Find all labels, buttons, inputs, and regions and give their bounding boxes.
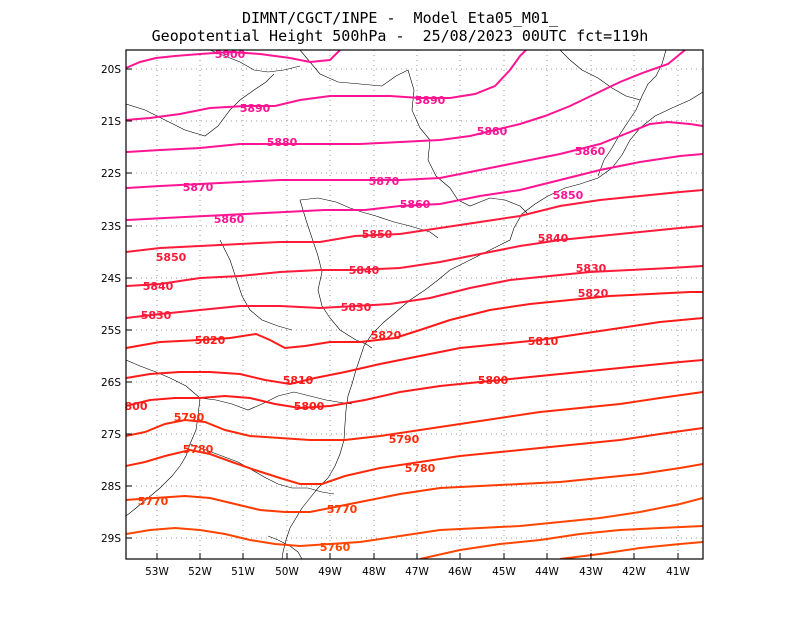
contour-5740 bbox=[559, 541, 703, 559]
lat-label: 20S bbox=[101, 64, 121, 76]
contour-label: 5810 bbox=[283, 374, 314, 387]
contour-label: 5830 bbox=[341, 301, 372, 314]
chart-title-line-2: Geopotential Height 500hPa - 25/08/2023 … bbox=[151, 27, 649, 45]
state-border-mg-go bbox=[209, 50, 301, 73]
contour-label: 5830 bbox=[141, 309, 172, 322]
contour-label: 5770 bbox=[327, 503, 358, 516]
contour-5830 bbox=[126, 265, 703, 319]
axis-ticks bbox=[126, 68, 679, 559]
contour-label: 5870 bbox=[183, 181, 214, 194]
contour-label: 5780 bbox=[183, 443, 214, 456]
contour-label: 5830 bbox=[576, 262, 607, 275]
contour-label: 5900 bbox=[215, 48, 246, 61]
lon-label: 44W bbox=[535, 566, 559, 578]
country-border-paraguay bbox=[126, 359, 201, 399]
contour-label: 5840 bbox=[143, 280, 174, 293]
contour-label: 5850 bbox=[553, 189, 584, 202]
lagoon-rs bbox=[267, 535, 303, 559]
contour-label: 5790 bbox=[389, 433, 420, 446]
lon-label: 46W bbox=[448, 566, 472, 578]
lon-label: 45W bbox=[492, 566, 516, 578]
contour-label: 5840 bbox=[538, 232, 569, 245]
contour-label: 800 bbox=[125, 400, 148, 413]
contour-labels: 5900 5890 5890 5880 5880 5860 5870 5870 … bbox=[125, 48, 609, 554]
map-frame bbox=[125, 49, 704, 560]
lon-label: 50W bbox=[275, 566, 299, 578]
lon-label: 52W bbox=[188, 566, 212, 578]
contour-5840 bbox=[126, 225, 703, 287]
contour-label: 5780 bbox=[405, 462, 436, 475]
contour-5820 bbox=[126, 291, 703, 350]
contour-5760 bbox=[126, 497, 703, 548]
state-border-mg-es bbox=[559, 50, 641, 101]
contour-label: 5870 bbox=[369, 175, 400, 188]
contour-label: 5810 bbox=[528, 335, 559, 348]
longitude-labels: 53W 52W 51W 50W 49W 48W 47W 46W 45W 44W … bbox=[145, 566, 690, 578]
state-border-sp-pr-north bbox=[299, 197, 439, 239]
contour-label: 5840 bbox=[349, 264, 380, 277]
contour-label: 5820 bbox=[578, 287, 609, 300]
lon-label: 51W bbox=[231, 566, 255, 578]
lat-label: 21S bbox=[101, 116, 121, 128]
lon-label: 48W bbox=[362, 566, 386, 578]
contour-5850 bbox=[126, 189, 703, 253]
contour-5810 bbox=[126, 317, 703, 386]
lon-label: 41W bbox=[666, 566, 690, 578]
lat-lon-grid bbox=[126, 50, 703, 559]
contour-5780 bbox=[126, 427, 703, 485]
lon-label: 42W bbox=[622, 566, 646, 578]
lat-label: 29S bbox=[101, 533, 121, 545]
lon-label: 47W bbox=[405, 566, 429, 578]
lat-label: 28S bbox=[101, 481, 121, 493]
lon-label: 53W bbox=[145, 566, 169, 578]
contour-label: 5880 bbox=[267, 136, 298, 149]
state-border-sc-rs bbox=[189, 443, 335, 495]
contour-label: 5860 bbox=[214, 213, 245, 226]
contour-5860 bbox=[126, 153, 703, 221]
lat-label: 27S bbox=[101, 429, 121, 441]
state-border-pr-sp bbox=[299, 199, 373, 349]
state-border-sp-mg bbox=[299, 50, 529, 215]
contour-label: 5890 bbox=[415, 94, 446, 107]
contour-5750 bbox=[419, 525, 703, 559]
contour-label: 5800 bbox=[294, 400, 325, 413]
country-border-argentina bbox=[126, 397, 201, 517]
contour-5900 bbox=[126, 50, 341, 69]
lat-label: 22S bbox=[101, 168, 121, 180]
state-border-ms-pr bbox=[219, 239, 293, 331]
contour-label: 5800 bbox=[478, 374, 509, 387]
contour-label: 5850 bbox=[156, 251, 187, 264]
contour-label: 5860 bbox=[400, 198, 431, 211]
contour-label: 5880 bbox=[477, 125, 508, 138]
lon-label: 49W bbox=[318, 566, 342, 578]
contour-label: 5760 bbox=[320, 541, 351, 554]
state-border-pr-sc bbox=[199, 391, 353, 411]
contour-label: 5820 bbox=[371, 329, 402, 342]
state-border-mg-rj-es bbox=[597, 50, 667, 177]
contour-5770 bbox=[126, 463, 703, 513]
chart-title-line-1: DIMNT/CGCT/INPE - Model Eta05_M01_ bbox=[241, 9, 559, 27]
lat-label: 23S bbox=[101, 221, 121, 233]
contour-5880 bbox=[126, 50, 686, 153]
contour-label: 5890 bbox=[240, 102, 271, 115]
lat-label: 25S bbox=[101, 325, 121, 337]
contour-label: 5770 bbox=[138, 495, 169, 508]
contour-5870 bbox=[126, 120, 703, 189]
lon-label: 43W bbox=[579, 566, 603, 578]
contour-label: 5860 bbox=[575, 145, 606, 158]
contour-label: 5820 bbox=[195, 334, 226, 347]
contour-5790 bbox=[126, 391, 703, 441]
latitude-labels: 20S 21S 22S 23S 24S 25S 26S 27S 28S 29S bbox=[101, 64, 121, 545]
lat-label: 26S bbox=[101, 377, 121, 389]
contour-5800 bbox=[126, 359, 703, 410]
contour-label: 5850 bbox=[362, 228, 393, 241]
lat-label: 24S bbox=[101, 273, 121, 285]
contour-5890-a bbox=[126, 50, 527, 121]
contour-label: 5790 bbox=[174, 411, 205, 424]
